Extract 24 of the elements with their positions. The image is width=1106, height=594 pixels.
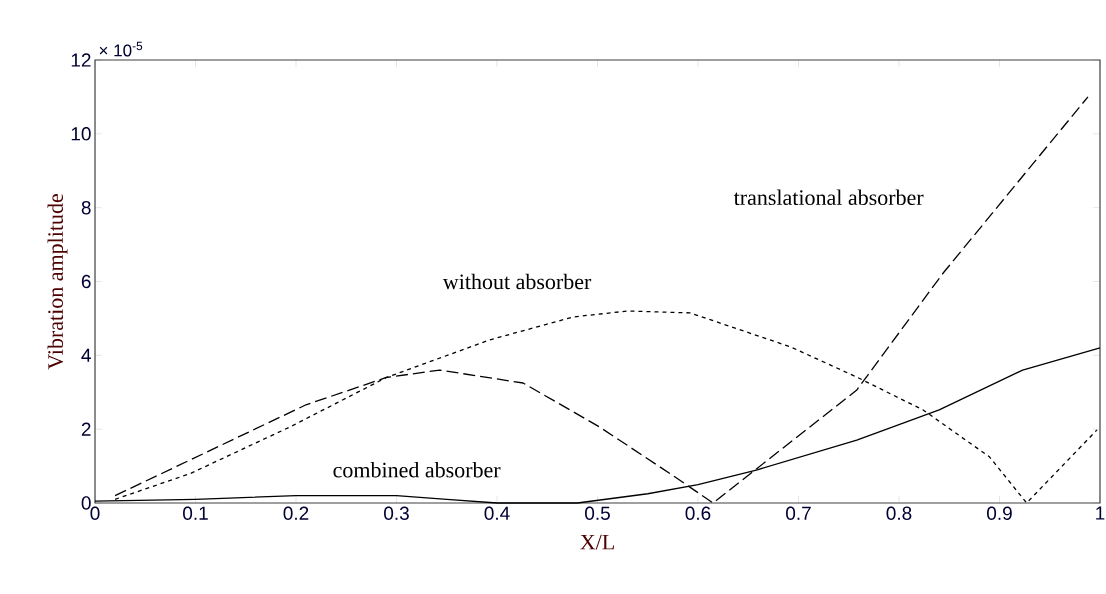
annotation: without absorber <box>442 273 592 290</box>
y-tick-label: 12 <box>71 53 91 67</box>
x-tick-label: 0 <box>90 506 100 520</box>
y-tick-label: 10 <box>71 127 91 141</box>
x-tick-label: 0.3 <box>384 506 409 520</box>
x-tick-label: 0.7 <box>786 506 811 520</box>
x-tick-label: 0.6 <box>685 506 711 520</box>
x-tick-label: 1 <box>1096 506 1105 520</box>
x-axis-title: X/L <box>580 534 614 550</box>
y-tick-label: 2 <box>81 422 91 436</box>
y-tick-label: 8 <box>81 200 91 215</box>
x-tick-label: 0.9 <box>987 506 1012 520</box>
y-tick-label: 4 <box>81 348 91 362</box>
x-tick-label: 0.1 <box>183 506 208 520</box>
y-tick-label: 0 <box>81 496 91 510</box>
x-tick-label: 0.4 <box>484 506 510 520</box>
annotation: translational absorber <box>733 189 924 206</box>
annotation: combined absorber <box>333 462 501 478</box>
y-axis-title: Vibration amplitude <box>47 194 68 370</box>
x-tick-label: 0.2 <box>283 506 309 520</box>
y-tick-label: 6 <box>81 274 91 289</box>
x-tick-label: 0.8 <box>886 506 912 520</box>
x-tick-label: 0.5 <box>585 506 610 520</box>
text: × 10$^{-5}$ <box>99 41 143 57</box>
